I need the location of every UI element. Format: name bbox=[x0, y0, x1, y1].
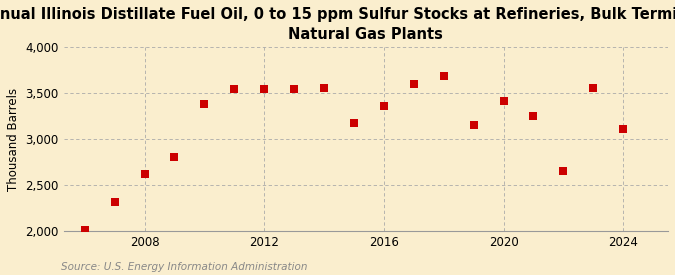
Title: Annual Illinois Distillate Fuel Oil, 0 to 15 ppm Sulfur Stocks at Refineries, Bu: Annual Illinois Distillate Fuel Oil, 0 t… bbox=[0, 7, 675, 42]
Point bbox=[408, 82, 419, 86]
Point bbox=[139, 172, 150, 176]
Point bbox=[229, 87, 240, 92]
Point bbox=[468, 123, 479, 127]
Point bbox=[588, 85, 599, 90]
Point bbox=[169, 155, 180, 160]
Point bbox=[289, 87, 300, 92]
Y-axis label: Thousand Barrels: Thousand Barrels bbox=[7, 87, 20, 191]
Point bbox=[528, 113, 539, 118]
Point bbox=[379, 104, 389, 108]
Point bbox=[319, 86, 329, 90]
Point bbox=[259, 87, 269, 91]
Point bbox=[79, 228, 90, 232]
Point bbox=[199, 102, 210, 106]
Point bbox=[109, 200, 120, 205]
Point bbox=[348, 121, 359, 125]
Point bbox=[438, 73, 449, 78]
Text: Source: U.S. Energy Information Administration: Source: U.S. Energy Information Administ… bbox=[61, 262, 307, 272]
Point bbox=[558, 169, 569, 174]
Point bbox=[498, 99, 509, 103]
Point bbox=[618, 127, 628, 131]
